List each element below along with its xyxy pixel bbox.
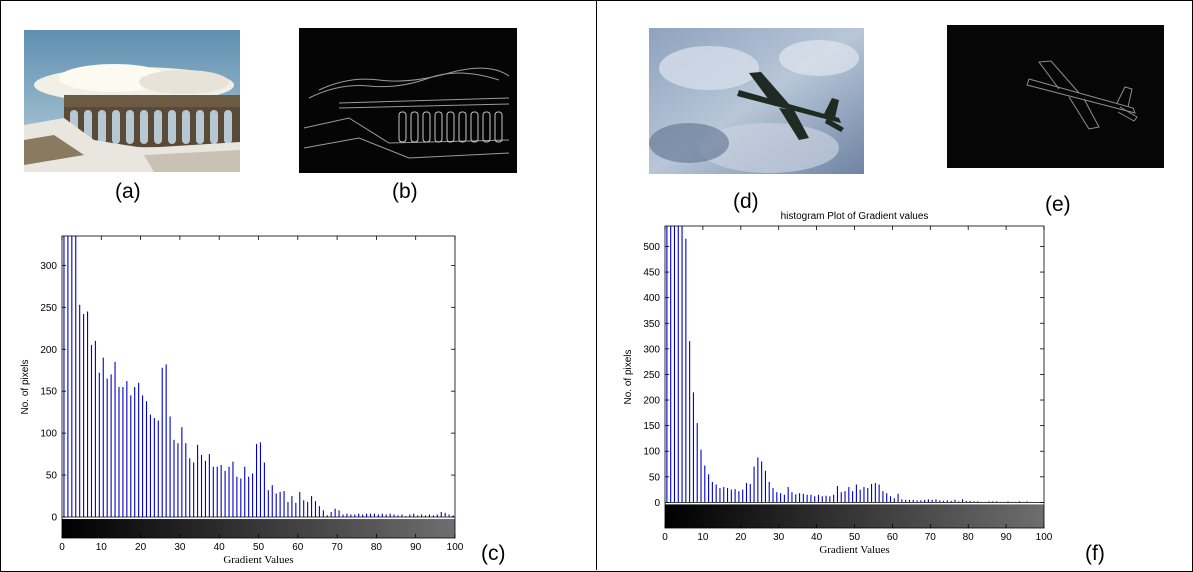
- panel-label-d: (d): [733, 190, 759, 213]
- y-axis-label: No. of pixels: [20, 359, 31, 414]
- x-tick-label: 90: [1001, 532, 1013, 543]
- y-tick-label: 50: [46, 471, 58, 482]
- y-tick-label: 150: [643, 421, 660, 432]
- y-tick-label: 450: [643, 268, 660, 279]
- gradient-colorbar: [665, 504, 1044, 528]
- histogram-chart-c: 0 10 20 30 40 50 60 70 80 90 100 0 50 100 150 200 250 300…: [20, 235, 464, 566]
- image-airplane: [649, 28, 864, 174]
- x-tick-label: 40: [214, 542, 226, 553]
- image-viaduct-edges: [299, 28, 517, 173]
- y-axis-label: No. of pixels: [623, 349, 634, 404]
- y-tick-label: 0: [51, 513, 57, 524]
- y-tick-label: 300: [643, 344, 660, 355]
- x-tick-label: 10: [697, 532, 709, 543]
- x-tick-label: 90: [410, 542, 422, 553]
- x-tick-label: 0: [662, 532, 668, 543]
- x-tick-label: 50: [849, 532, 861, 543]
- y-tick-label: 100: [40, 429, 57, 440]
- x-tick-label: 80: [371, 542, 383, 553]
- x-tick-label: 80: [963, 532, 975, 543]
- x-tick-label: 70: [925, 532, 937, 543]
- y-tick-label: 50: [649, 472, 661, 483]
- histogram-c-svg: 0 10 20 30 40 50 60 70 80 90 100 0 50 100 150 200 250 300…: [20, 235, 464, 566]
- y-tick-label: 250: [40, 303, 57, 314]
- figure-divider: [596, 0, 597, 570]
- y-tick-label: 0: [654, 498, 660, 509]
- gradient-colorbar: [62, 519, 455, 538]
- x-tick-label: 70: [332, 542, 344, 553]
- plot-frame: [664, 225, 1045, 529]
- x-axis-label: Gradient Values: [819, 544, 889, 556]
- y-tick-label: 150: [40, 387, 57, 398]
- x-tick-label: 100: [1036, 532, 1053, 543]
- x-tick-label: 40: [811, 532, 823, 543]
- x-tick-label: 50: [253, 542, 265, 553]
- y-tick-label: 350: [643, 319, 660, 330]
- y-tick-label: 300: [40, 261, 57, 272]
- y-tick-label: 200: [643, 396, 660, 407]
- x-tick-label: 60: [887, 532, 899, 543]
- x-tick-label: 0: [59, 542, 65, 553]
- panel-label-e: (e): [1045, 193, 1071, 216]
- panel-label-b: (b): [392, 180, 418, 203]
- panel-label-c: (c): [481, 542, 506, 565]
- image-viaduct: [24, 30, 240, 172]
- y-tick-label: 250: [643, 370, 660, 381]
- x-tick-label: 30: [773, 532, 785, 543]
- x-axis-label: Gradient Values: [223, 554, 293, 566]
- panel-label-f: (f): [1085, 542, 1105, 565]
- panel-label-a: (a): [115, 180, 141, 203]
- x-tick-label: 60: [292, 542, 304, 553]
- y-tick-label: 400: [643, 293, 660, 304]
- x-tick-label: 20: [735, 532, 747, 543]
- x-tick-label: 20: [135, 542, 147, 553]
- x-tick-label: 10: [96, 542, 108, 553]
- image-airplane-edges: [947, 25, 1164, 168]
- x-tick-label: 30: [174, 542, 186, 553]
- y-tick-label: 500: [643, 242, 660, 253]
- chart-title: histogram Plot of Gradient values: [781, 211, 929, 222]
- y-tick-label: 100: [643, 447, 660, 458]
- y-tick-label: 200: [40, 345, 57, 356]
- x-tick-label: 100: [447, 542, 464, 553]
